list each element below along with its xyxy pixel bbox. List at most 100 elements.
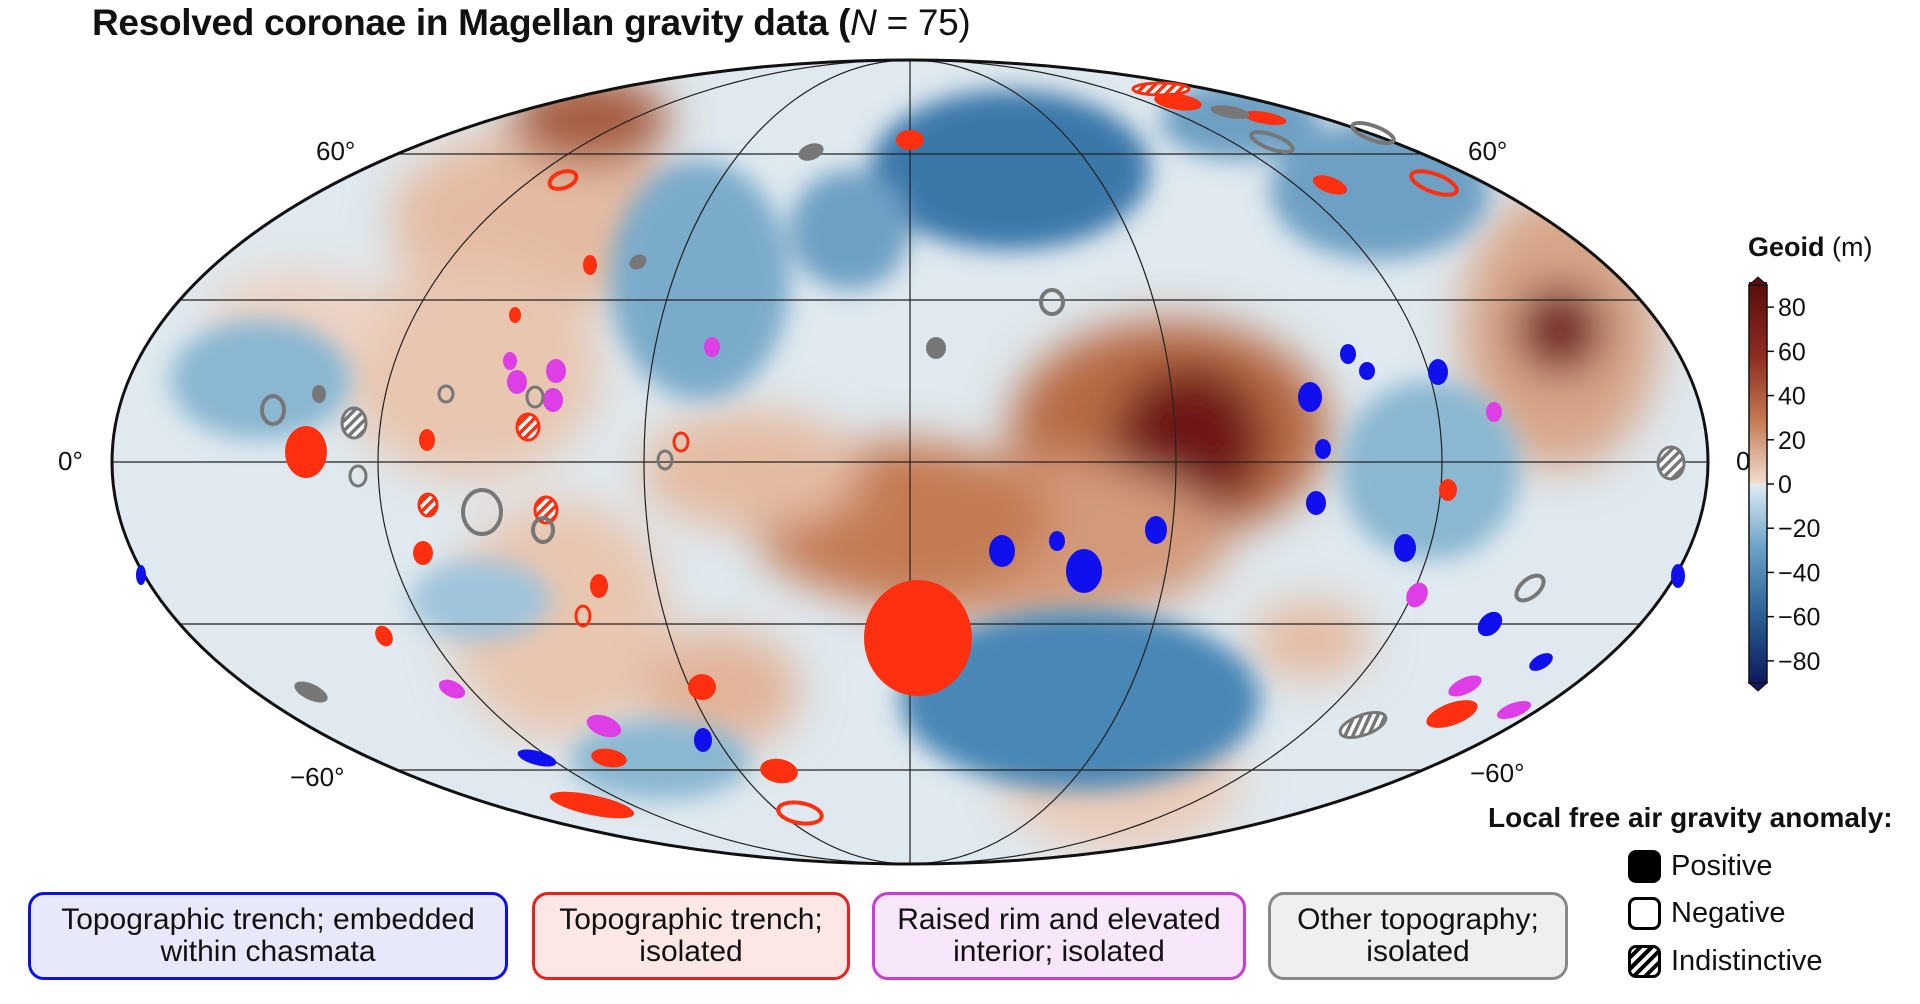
corona-marker	[629, 254, 647, 270]
legend-item-label: Negative	[1671, 897, 1786, 929]
category-label-line1: Topographic trench; embedded	[61, 903, 475, 936]
colorbar-ticks: 80 60 40 20 0 −20 −40 −60 −80	[1767, 294, 1820, 676]
corona-marker	[1477, 611, 1503, 637]
corona-marker	[1131, 81, 1191, 97]
corona-marker	[348, 464, 368, 488]
corona-marker	[1312, 175, 1348, 195]
corona-marker	[1359, 362, 1375, 380]
corona-marker	[546, 359, 566, 383]
corona-marker	[340, 406, 368, 440]
corona-marker	[798, 143, 824, 161]
legend-item-label: Indistinctive	[1671, 945, 1823, 977]
corona-marker	[543, 388, 563, 412]
corona-marker	[989, 535, 1015, 567]
corona-marker	[896, 130, 924, 150]
corona-marker	[547, 169, 579, 191]
colorbar-tick-label: −80	[1778, 648, 1820, 676]
negative-swatch	[1628, 897, 1661, 930]
corona-marker	[1394, 534, 1416, 562]
corona-marker	[136, 565, 146, 585]
legend-item-negative: Negative	[1628, 897, 1785, 930]
corona-marker	[688, 674, 716, 700]
corona-marker	[1039, 288, 1065, 316]
category-box-other-topography: Other topography; isolated	[1268, 892, 1568, 980]
corona-marker	[1671, 564, 1685, 588]
positive-swatch	[1628, 850, 1661, 883]
colorbar-tick-label: 0	[1778, 471, 1792, 499]
corona-marker	[1338, 711, 1388, 739]
corona-marker	[517, 749, 557, 767]
corona-marker	[1145, 516, 1167, 544]
corona-marker	[419, 429, 435, 451]
corona-marker	[1243, 110, 1287, 126]
corona-marker	[1350, 121, 1396, 145]
category-label-line1: Raised rim and elevated	[897, 903, 1221, 936]
corona-marker	[312, 385, 326, 403]
colorbar-tick-label: 20	[1778, 427, 1806, 455]
colorbar-tick-label: −40	[1778, 559, 1820, 587]
category-box-trench-isolated: Topographic trench; isolated	[532, 892, 850, 980]
corona-marker	[1439, 479, 1457, 501]
corona-marker	[509, 307, 521, 323]
corona-marker	[586, 714, 622, 738]
category-box-trench-chasmata: Topographic trench; embedded within chasm…	[28, 892, 508, 980]
corona-marker	[583, 255, 597, 275]
legend-item-indistinctive: Indistinctive	[1628, 945, 1823, 978]
category-box-raised-rim: Raised rim and elevated interior; isolate…	[872, 892, 1246, 980]
colorbar-title: Geoid (m)	[1748, 232, 1873, 262]
corona-marker	[549, 791, 635, 819]
colorbar-gradient	[1748, 284, 1768, 684]
corona-marker	[1306, 491, 1326, 515]
legend-item-positive: Positive	[1628, 850, 1773, 883]
colorbar-tick-label: 40	[1778, 383, 1806, 411]
corona-marker	[285, 426, 327, 478]
category-label-line2: interior; isolated	[953, 935, 1165, 968]
category-label-line1: Other topography;	[1297, 903, 1539, 936]
corona-marker	[1496, 700, 1532, 720]
corona-marker	[590, 574, 608, 598]
figure-title: Resolved coronae in Magellan gravity dat…	[92, 2, 971, 43]
corona-marker	[413, 541, 433, 565]
lat-label-60n-right: 60°	[1468, 136, 1507, 166]
lat-label-60n-left: 60°	[316, 136, 355, 166]
colorbar-top-arrow	[1747, 276, 1769, 286]
colorbar-tick-label: 60	[1778, 338, 1806, 366]
corona-marker	[776, 800, 824, 826]
corona-marker	[864, 580, 972, 696]
legend-item-label: Positive	[1671, 850, 1773, 882]
corona-marker	[438, 679, 466, 699]
corona-marker	[926, 337, 946, 359]
colorbar-bottom-cap	[1747, 682, 1769, 692]
corona-marker	[694, 728, 712, 752]
corona-marker	[1656, 445, 1686, 481]
geoid-colorbar: 80 60 40 20 0 −20 −40 −60 −80	[1747, 276, 1820, 692]
corona-marker	[574, 604, 592, 628]
corona-marker	[515, 412, 541, 442]
corona-marker	[260, 394, 286, 426]
category-label-line2: within chasmata	[160, 935, 376, 968]
corona-marker	[1340, 344, 1356, 364]
category-label-line2: isolated	[639, 935, 743, 968]
corona-marker	[760, 758, 798, 784]
indistinctive-swatch	[1628, 945, 1661, 978]
colorbar-tick-label: 80	[1778, 294, 1806, 322]
corona-marker	[461, 488, 503, 536]
corona-marker	[417, 492, 439, 518]
corona-marker	[294, 681, 328, 703]
map-boundary	[110, 58, 1710, 866]
corona-marker	[1210, 105, 1250, 119]
corona-marker	[1514, 573, 1546, 603]
corona-marker	[1049, 531, 1065, 551]
corona-marker	[1154, 93, 1202, 111]
coronae-markers	[136, 81, 1686, 826]
corona-marker	[1409, 169, 1459, 197]
corona-marker	[375, 625, 393, 647]
corona-marker	[591, 748, 627, 768]
corona-marker	[1486, 402, 1502, 422]
corona-marker	[525, 385, 545, 409]
category-label-line2: isolated	[1366, 935, 1470, 968]
geoid-negative-anomalies	[170, 80, 1520, 800]
corona-marker	[531, 516, 555, 544]
corona-marker	[1529, 653, 1553, 671]
